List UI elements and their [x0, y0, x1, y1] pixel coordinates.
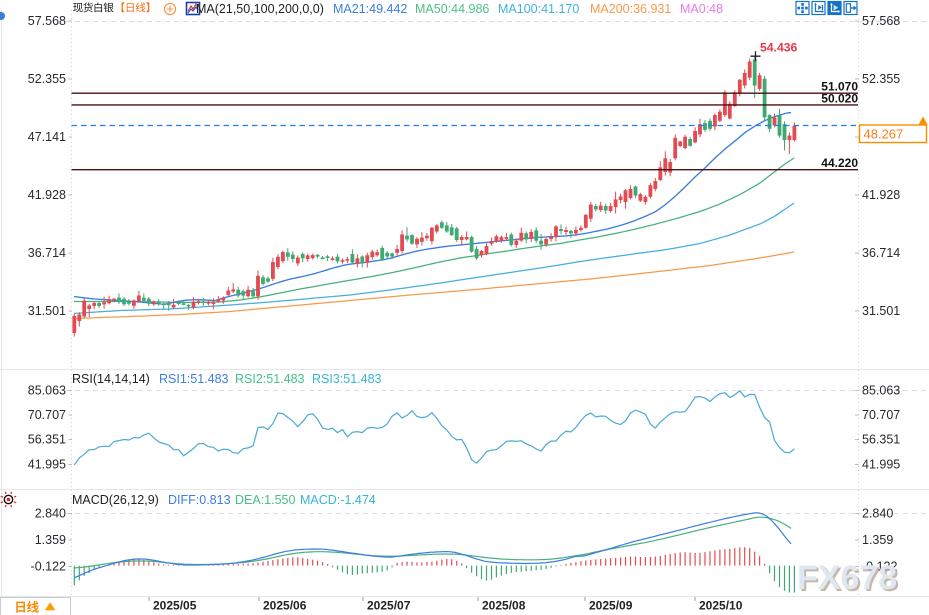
svg-text:41.928: 41.928 — [28, 188, 66, 202]
svg-text:MA21:49.442: MA21:49.442 — [333, 2, 407, 16]
svg-text:MA200:36.931: MA200:36.931 — [590, 2, 671, 16]
svg-text:36.714: 36.714 — [862, 246, 900, 260]
svg-text:DIFF:0.813: DIFF:0.813 — [168, 493, 231, 507]
svg-text:RSI(14,14,14): RSI(14,14,14) — [72, 372, 150, 386]
svg-text:70.707: 70.707 — [862, 408, 900, 422]
svg-text:MACD(26,12,9): MACD(26,12,9) — [72, 493, 159, 507]
svg-text:MACD:-1.474: MACD:-1.474 — [300, 493, 376, 507]
svg-text:47.141: 47.141 — [28, 130, 66, 144]
svg-text:51.070: 51.070 — [821, 80, 858, 94]
svg-text:41.995: 41.995 — [28, 458, 66, 472]
svg-text:57.568: 57.568 — [28, 14, 66, 28]
svg-text:2025/08: 2025/08 — [482, 599, 526, 613]
svg-text:31.501: 31.501 — [28, 304, 66, 318]
svg-text:DEA:1.550: DEA:1.550 — [235, 493, 296, 507]
svg-text:52.355: 52.355 — [28, 72, 66, 86]
svg-text:56.351: 56.351 — [862, 433, 900, 447]
svg-text:FX678: FX678 — [797, 559, 897, 597]
svg-text:RSI1:51.483: RSI1:51.483 — [159, 372, 229, 386]
svg-text:2025/10: 2025/10 — [699, 599, 743, 613]
svg-text:36.714: 36.714 — [28, 246, 66, 260]
svg-text:2025/06: 2025/06 — [263, 599, 307, 613]
svg-text:MA100:41.170: MA100:41.170 — [498, 2, 579, 16]
svg-text:85.063: 85.063 — [862, 384, 900, 398]
svg-text:56.351: 56.351 — [28, 433, 66, 447]
svg-text:RSI3:51.483: RSI3:51.483 — [312, 372, 382, 386]
svg-text:-0.122: -0.122 — [31, 560, 66, 574]
svg-text:41.995: 41.995 — [862, 458, 900, 472]
svg-text:57.568: 57.568 — [862, 14, 900, 28]
svg-text:MA(21,50,100,200,0,0): MA(21,50,100,200,0,0) — [196, 2, 324, 16]
svg-text:70.707: 70.707 — [28, 408, 66, 422]
svg-text:2.840: 2.840 — [35, 507, 66, 521]
svg-text:MA0:48: MA0:48 — [680, 2, 723, 16]
svg-text:85.063: 85.063 — [28, 384, 66, 398]
svg-text:52.355: 52.355 — [862, 72, 900, 86]
svg-text:2025/09: 2025/09 — [589, 599, 633, 613]
svg-text:41.928: 41.928 — [862, 188, 900, 202]
svg-text:RSI2:51.483: RSI2:51.483 — [235, 372, 305, 386]
svg-text:2.840: 2.840 — [862, 507, 893, 521]
svg-text:1.359: 1.359 — [862, 533, 893, 547]
svg-text:MA50:44.986: MA50:44.986 — [415, 2, 489, 16]
svg-text:50.020: 50.020 — [821, 91, 858, 105]
svg-text:FX678: FX678 — [799, 561, 899, 599]
svg-text:44.220: 44.220 — [821, 156, 858, 170]
svg-text:1.359: 1.359 — [35, 533, 66, 547]
svg-text:48.267: 48.267 — [864, 127, 904, 142]
svg-text:-0.122: -0.122 — [862, 560, 897, 574]
svg-text:2025/07: 2025/07 — [367, 599, 411, 613]
svg-text:54.436: 54.436 — [760, 41, 797, 55]
svg-text:31.501: 31.501 — [862, 304, 900, 318]
svg-text:2025/05: 2025/05 — [153, 599, 197, 613]
